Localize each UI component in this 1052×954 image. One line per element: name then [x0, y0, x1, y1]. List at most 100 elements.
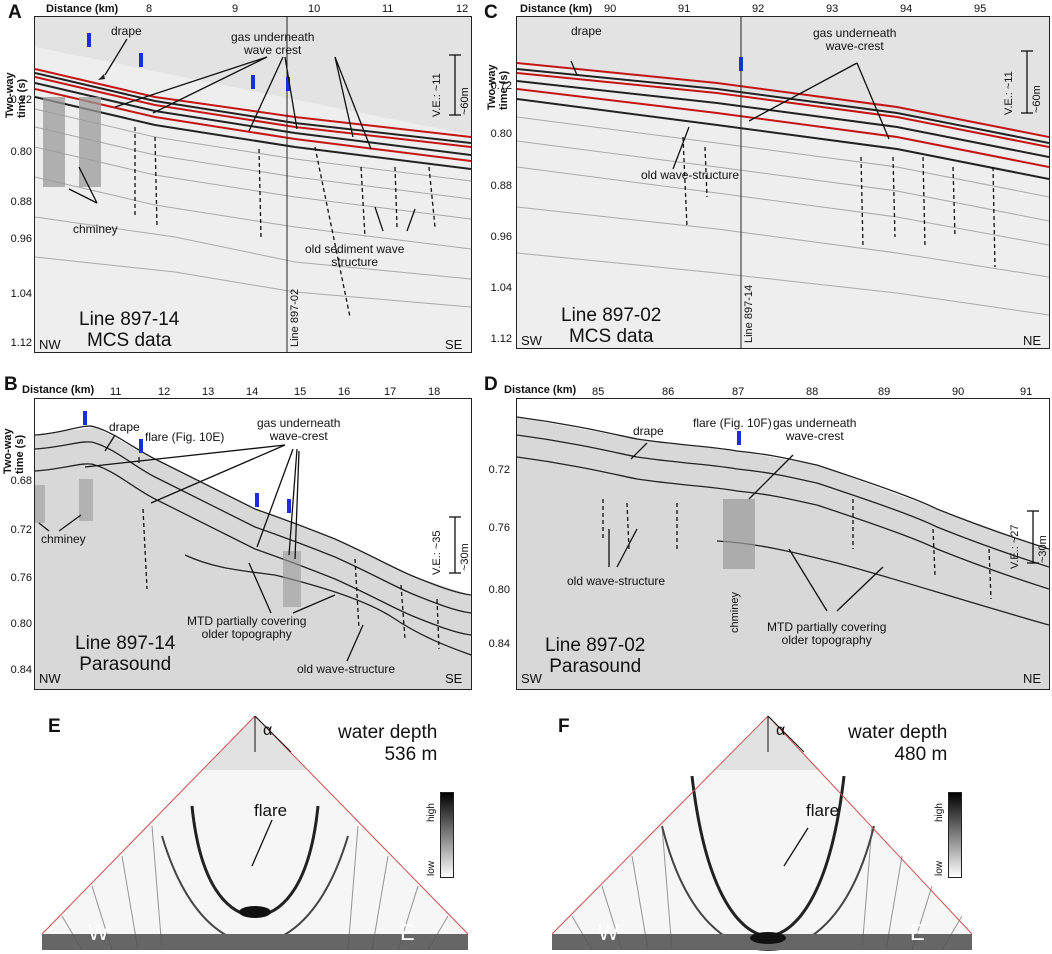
panel-c-ytick: 0.80	[490, 128, 512, 140]
panel-b-xtick: 13	[202, 386, 215, 398]
panel-d-distance-label: Distance (km)	[504, 384, 577, 396]
panel-d-chimney-label: chminey	[729, 592, 741, 633]
panel-c-title: Line 897-02 MCS data	[561, 305, 662, 347]
panel-c-ytick: 0.88	[490, 180, 512, 192]
panel-d-xtick: 88	[806, 386, 819, 398]
panel-b-y-title: Two-way time (s)	[2, 428, 26, 474]
panel-a-scale: ~60m	[459, 87, 471, 115]
panel-a-xtick: 10	[308, 3, 321, 15]
panel-f-alpha: α	[776, 722, 786, 739]
panel-d-old-structure-label: old wave-structure	[567, 574, 666, 588]
panel-f-intensity-legend	[948, 792, 962, 878]
panel-b-xtick: 16	[338, 386, 351, 398]
panel-e-intensity-legend	[440, 792, 454, 878]
panel-c-xtick: 90	[604, 3, 617, 15]
panel-b-xtick: 14	[246, 386, 259, 398]
panel-b-gas-label: gas underneath wave-crest	[257, 416, 341, 443]
panel-b-drape-label: drape	[109, 420, 140, 434]
panel-c-xtick: 94	[900, 3, 913, 15]
panel-c-seismic-section: drape gas underneath wave-crest old wave…	[516, 16, 1050, 349]
panel-f-fan-graphic	[552, 716, 972, 952]
panel-f-water-column: α water depth 480 m flare W E high low	[552, 716, 972, 952]
panel-e-letter: E	[48, 716, 61, 737]
panel-c-ve: V.E.: ~11	[1003, 71, 1015, 115]
panel-b-xtick: 17	[384, 386, 397, 398]
panel-a-seismic-section: drape gas underneath wave crest chminey …	[34, 16, 472, 353]
panel-a-chimney-label: chminey	[73, 222, 118, 236]
panel-c-crossline-label: Line 897-14	[743, 284, 755, 343]
panel-a-right-corner: SE	[445, 337, 463, 352]
panel-e-flare-label: flare	[254, 801, 288, 820]
panel-d-parasound-graphic	[517, 399, 1049, 689]
panel-b-flare-label: flare (Fig. 10E)	[145, 430, 225, 444]
panel-d-flare-label: flare (Fig. 10F)	[693, 416, 772, 430]
panel-a-drape-label: drape	[111, 24, 142, 38]
panel-d-xtick: 90	[952, 386, 965, 398]
panel-a-old-structure-label: old sediment wave structure	[305, 242, 405, 269]
panel-f-legend-high: high	[934, 803, 945, 822]
panel-c-ytick: 0.72	[490, 80, 512, 92]
panel-e-legend-low: low	[426, 860, 437, 876]
panel-d-right-corner: NE	[1023, 671, 1042, 686]
panel-b-ve: V.E.: ~35	[431, 530, 443, 575]
panel-c-scale: ~60m	[1031, 85, 1043, 113]
panel-c-left-corner: SW	[521, 333, 542, 348]
panel-e-water-depth: water depth 536 m	[338, 722, 438, 765]
panel-b-xtick: 11	[110, 386, 122, 398]
panel-b-scale: ~30m	[459, 543, 471, 571]
panel-b-xtick: 15	[294, 386, 307, 398]
panel-a-distance-label: Distance (km)	[46, 3, 119, 15]
panel-e-water-column: α water depth 536 m flare W E high low	[42, 716, 468, 952]
panel-e-legend-high: high	[426, 803, 437, 822]
panel-f-legend-low: low	[934, 860, 945, 876]
panel-c-right-corner: NE	[1023, 333, 1042, 348]
panel-c-distance-label: Distance (km)	[520, 3, 593, 15]
panel-c-y-title: Two-way time (s)	[486, 64, 510, 110]
panel-b-mtd-label: MTD partially covering older topography	[187, 614, 307, 641]
panel-b-title: Line 897-14 Parasound	[75, 633, 176, 675]
panel-a-xtick: 11	[382, 3, 394, 15]
panel-c-xtick: 91	[678, 3, 691, 15]
panel-d-ve: V.E.: ~27	[1009, 524, 1021, 569]
panel-c-seismic-graphic	[517, 17, 1049, 348]
panel-e-west: W	[88, 920, 109, 945]
panel-d-letter: D	[484, 374, 498, 395]
panel-c-drape-label: drape	[571, 24, 602, 38]
panel-d-ytick: 0.76	[488, 522, 510, 534]
panel-f-west: W	[598, 920, 619, 945]
panel-d-ytick: 0.80	[488, 584, 510, 596]
panel-d-xtick: 91	[1020, 386, 1033, 398]
panel-a-letter: A	[8, 2, 22, 23]
panel-f-letter: F	[558, 716, 570, 737]
panel-c-ytick: 1.04	[490, 282, 512, 294]
panel-a-ytick: 1.12	[10, 337, 32, 349]
panel-b-old-structure-label: old wave-structure	[297, 662, 396, 676]
panel-a-xtick: 12	[456, 3, 469, 15]
panel-c-xtick: 95	[974, 3, 987, 15]
panel-c-xtick: 92	[752, 3, 765, 15]
panel-f-flare-label: flare	[806, 801, 840, 820]
panel-c-letter: C	[484, 2, 498, 23]
panel-d-mtd-label: MTD partially covering older topography	[767, 620, 887, 647]
panel-e-east: E	[400, 920, 415, 945]
panel-b-xtick: 12	[158, 386, 171, 398]
panel-a-ytick: 0.80	[10, 146, 32, 158]
panel-c-gas-label: gas underneath wave-crest	[813, 26, 897, 53]
panel-b-parasound-section: drape flare (Fig. 10E) gas underneath wa…	[34, 398, 472, 690]
panel-a-title: Line 897-14 MCS data	[79, 309, 180, 351]
panel-e-alpha: α	[263, 722, 273, 739]
panel-b-ytick: 0.80	[10, 618, 32, 630]
panel-b-left-corner: NW	[39, 671, 61, 686]
panel-a-ytick: 0.88	[10, 196, 32, 208]
panel-a-left-corner: NW	[39, 337, 61, 352]
panel-a-ytick: 1.04	[10, 288, 32, 300]
panel-d-xtick: 86	[662, 386, 675, 398]
panel-d-parasound-section: drape flare (Fig. 10F) gas underneath wa…	[516, 398, 1050, 690]
panel-f-east: E	[910, 920, 925, 945]
panel-c-ytick: 0.96	[490, 231, 512, 243]
panel-a-y-title: Two-way time (s)	[4, 72, 28, 118]
panel-b-letter: B	[4, 374, 18, 395]
panel-d-xtick: 89	[878, 386, 891, 398]
panel-a-gas-label: gas underneath wave crest	[231, 30, 315, 57]
panel-a-ytick: 0.72	[10, 94, 32, 106]
